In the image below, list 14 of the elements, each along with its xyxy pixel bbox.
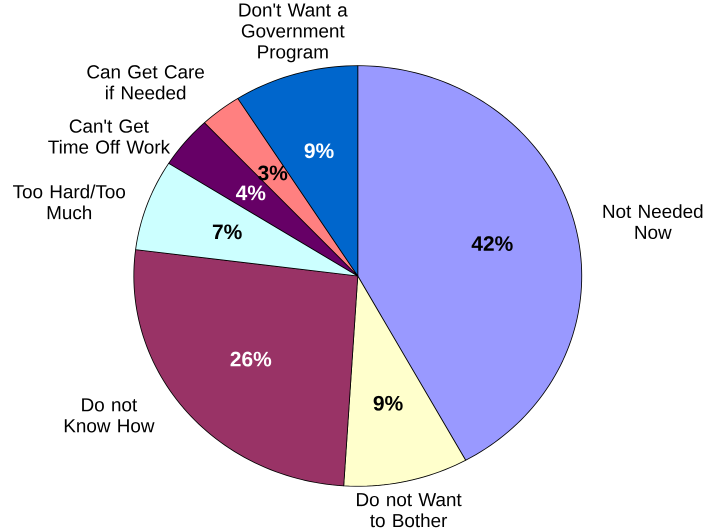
data-label: 7% <box>212 224 242 240</box>
slice-label: Can Get Care if Needed <box>87 65 204 100</box>
slice-label: Too Hard/Too Much <box>13 184 126 220</box>
data-label: 26% <box>230 352 272 367</box>
slice-label: Don't Want a Government Program <box>239 4 348 62</box>
data-label: 4% <box>236 186 266 200</box>
slice-label: Do not Know How <box>64 398 155 433</box>
data-label: 9% <box>304 144 334 158</box>
slice-label: Can't Get Time Off Work <box>48 120 170 154</box>
data-label: 3% <box>258 166 288 181</box>
data-label: 9% <box>374 396 403 411</box>
slice-label: Not Needed Now <box>604 204 702 240</box>
data-label: 42% <box>472 236 513 252</box>
slice-label: Do not Want to Bother <box>357 493 462 528</box>
